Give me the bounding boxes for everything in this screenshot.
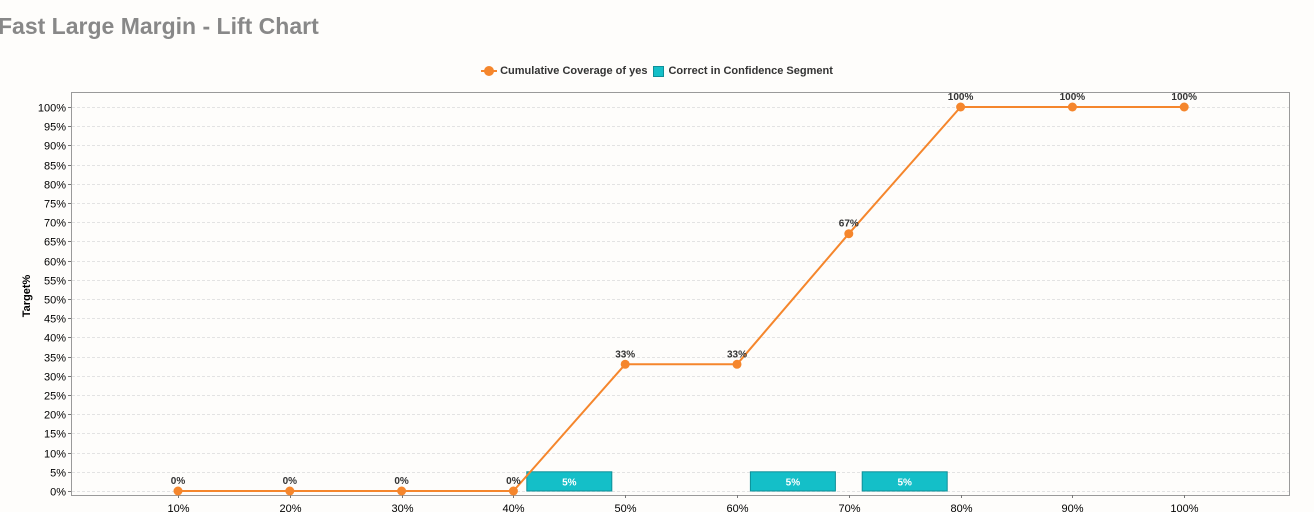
bar-data-label: 5% xyxy=(786,477,801,488)
x-tick-label: 100% xyxy=(1170,503,1198,512)
line-point xyxy=(1179,102,1189,112)
legend-line-marker-icon xyxy=(481,66,498,76)
legend-item-cumulative-coverage: Cumulative Coverage of yes xyxy=(481,65,647,77)
line-data-label: 0% xyxy=(171,476,186,487)
y-tick-label: 40% xyxy=(44,333,66,345)
line-data-label: 67% xyxy=(839,219,859,230)
legend-label-correct-in-segment: Correct in Confidence Segment xyxy=(668,65,833,77)
bar xyxy=(861,471,948,492)
y-tick-label: 5% xyxy=(50,468,66,480)
x-tick-label: 80% xyxy=(950,503,972,512)
bar-data-label: 5% xyxy=(897,477,912,488)
y-tick-label: 65% xyxy=(44,237,66,249)
y-tick-label: 10% xyxy=(44,449,66,461)
y-tick-label: 15% xyxy=(44,429,66,441)
line-data-label: 0% xyxy=(506,476,521,487)
x-tick-label: 70% xyxy=(838,503,860,512)
y-tick-label: 30% xyxy=(44,372,66,384)
x-axis: 10% 20% 30% 40% 50% 60% 70% 80% 90% 100% xyxy=(167,495,1199,512)
line-point xyxy=(508,486,518,496)
plot-area-border xyxy=(71,92,1290,496)
bar xyxy=(526,471,613,492)
line-point xyxy=(397,486,407,496)
line-point xyxy=(1067,102,1077,112)
line-point xyxy=(620,359,630,369)
line-data-label: 0% xyxy=(283,476,298,487)
line-point xyxy=(956,102,966,112)
y-tick-label: 25% xyxy=(44,391,66,403)
line-data-label: 100% xyxy=(1171,92,1197,103)
line-point xyxy=(173,486,183,496)
line-data-label: 100% xyxy=(1060,92,1086,103)
grid-lines xyxy=(72,107,1289,492)
y-tick-label: 50% xyxy=(44,295,66,307)
line-data-label: 100% xyxy=(948,92,974,103)
line-data-label: 0% xyxy=(394,476,409,487)
line-series-path xyxy=(178,106,1185,492)
legend-label-cumulative-coverage: Cumulative Coverage of yes xyxy=(500,65,648,77)
bar xyxy=(749,471,836,492)
y-axis: 0% 5% 10% 15% 20% 25% 30% 35% 40% 45% 50% 55% 60% 65%… xyxy=(38,103,71,499)
bar-data-label: 5% xyxy=(562,477,577,488)
y-tick-label: 80% xyxy=(44,180,66,192)
x-tick-label: 20% xyxy=(279,503,301,512)
legend-item-correct-in-segment: Correct in Confidence Segment xyxy=(653,65,833,77)
chart-title: Fast Large Margin - Lift Chart xyxy=(0,13,319,39)
chart-legend: Cumulative Coverage of yes Correct in Co… xyxy=(0,65,1314,77)
x-tick-label: 30% xyxy=(391,503,413,512)
data-labels: 5% 5% 5% 0% 0% 0% 0% 33% 33% 67% 100% 100% 100% xyxy=(171,92,1197,488)
line-point xyxy=(285,486,295,496)
y-tick-label: 55% xyxy=(44,276,66,288)
y-tick-label: 95% xyxy=(44,122,66,134)
x-tick-label: 40% xyxy=(502,503,524,512)
x-tick-label: 10% xyxy=(167,503,189,512)
x-tick-label: 90% xyxy=(1061,503,1083,512)
y-tick-label: 20% xyxy=(44,410,66,422)
line-data-label: 33% xyxy=(615,349,635,360)
line-data-label: 33% xyxy=(727,349,747,360)
y-tick-label: 60% xyxy=(44,257,66,269)
legend-bar-swatch-icon xyxy=(653,65,665,77)
bar-series xyxy=(526,471,948,492)
line-series xyxy=(173,102,1189,496)
line-point xyxy=(844,229,854,239)
y-tick-label: 0% xyxy=(50,487,66,499)
x-tick-label: 50% xyxy=(614,503,636,512)
line-point xyxy=(732,359,742,369)
y-tick-label: 85% xyxy=(44,161,66,173)
y-tick-label: 35% xyxy=(44,353,66,365)
y-tick-label: 70% xyxy=(44,218,66,230)
y-tick-label: 45% xyxy=(44,314,66,326)
x-tick-label: 60% xyxy=(726,503,748,512)
y-tick-label: 75% xyxy=(44,199,66,211)
y-tick-label: 90% xyxy=(44,141,66,153)
y-tick-label: 100% xyxy=(38,103,66,115)
